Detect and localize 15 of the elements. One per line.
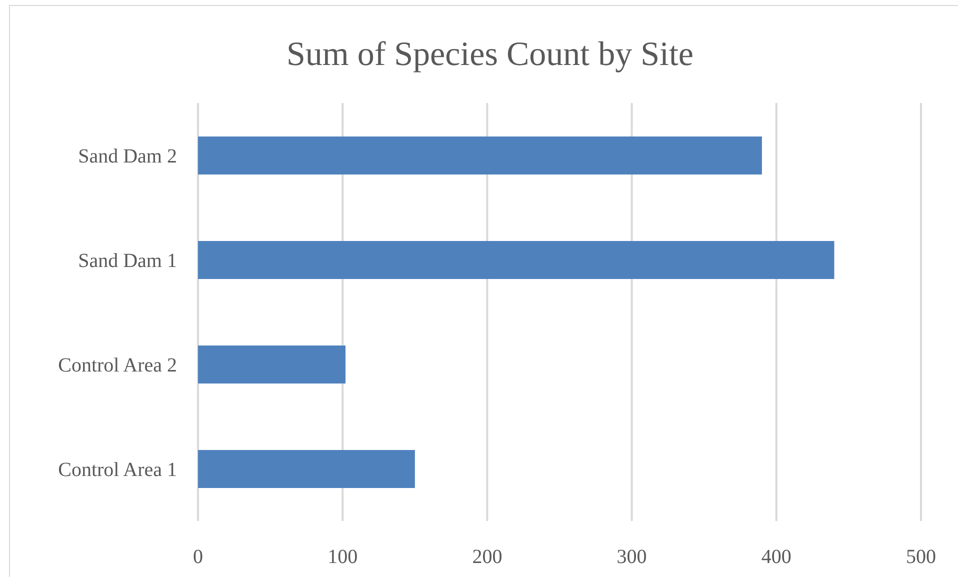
bar [198, 240, 834, 279]
x-tick-label: 200 [472, 546, 502, 568]
x-tick-label: 400 [761, 546, 792, 568]
bar [198, 450, 415, 488]
bar [198, 136, 762, 174]
chart-title: Sum of Species Count by Site [285, 35, 695, 75]
y-tick-label: Control Area 1 [58, 458, 177, 481]
x-tick-label: 300 [616, 546, 647, 568]
y-tick-label: Sand Dam 2 [78, 145, 177, 168]
y-tick-label: Sand Dam 1 [78, 250, 177, 272]
x-tick-label: 0 [193, 546, 203, 568]
y-tick-label: Control Area 2 [58, 354, 177, 376]
x-tick-label: 100 [328, 546, 358, 568]
bar [198, 345, 346, 384]
x-tick-label: 500 [906, 546, 936, 568]
